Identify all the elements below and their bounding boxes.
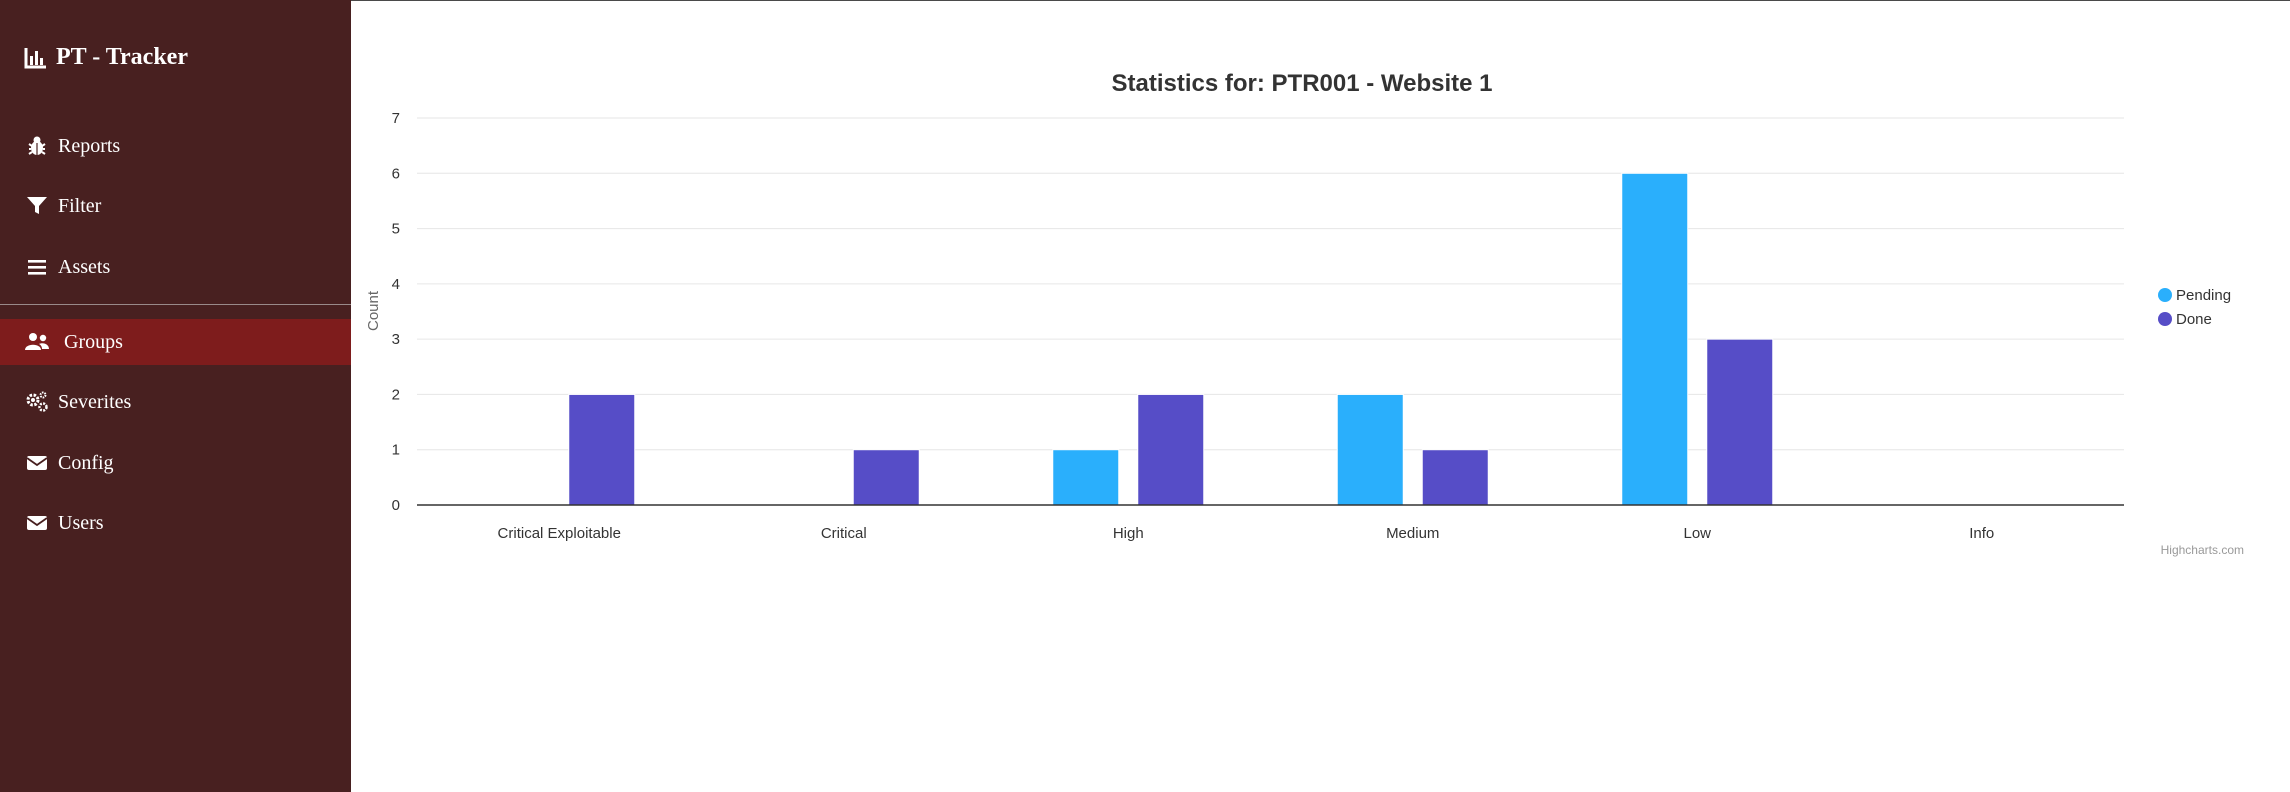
bar-done[interactable] — [1137, 393, 1205, 506]
sidebar-item-reports[interactable]: Reports — [0, 123, 351, 169]
cogs-icon — [24, 391, 50, 413]
sidebar-item-groups[interactable]: Groups — [0, 319, 351, 365]
bar-chart: Statistics for: PTR001 - Website 1 Count… — [365, 70, 2244, 557]
list-icon — [24, 256, 50, 278]
sidebar: PT - Tracker Reports Filter — [0, 0, 351, 792]
y-tick-label: 5 — [392, 221, 400, 238]
sidebar-item-label: Filter — [58, 194, 102, 217]
y-tick-label: 4 — [392, 276, 400, 293]
sidebar-item-label: Reports — [58, 134, 121, 157]
users-icon — [24, 331, 50, 353]
y-tick-label: 3 — [392, 331, 400, 348]
x-tick-label: Low — [1683, 525, 1711, 542]
legend-label: Pending — [2176, 287, 2231, 304]
y-tick-label: 2 — [392, 386, 400, 403]
legend-label: Done — [2176, 311, 2212, 328]
x-tick-label: Critical Exploitable — [498, 525, 621, 542]
x-axis-ticks: Critical Exploitable Critical High Medium Lo… — [498, 525, 1995, 542]
sidebar-item-label: Severites — [58, 390, 132, 413]
brand[interactable]: PT - Tracker — [24, 44, 188, 71]
chart-title: Statistics for: PTR001 - Website 1 — [1112, 70, 1493, 97]
sidebar-divider — [0, 304, 351, 305]
sidebar-item-assets[interactable]: Assets — [0, 244, 351, 290]
y-tick-label: 0 — [392, 497, 400, 514]
highcharts-credits[interactable]: Highcharts.com — [2161, 543, 2244, 557]
legend-item-pending[interactable]: Pending — [2158, 287, 2231, 304]
bar-done[interactable] — [568, 393, 636, 506]
legend-symbol — [2158, 312, 2172, 326]
bug-icon — [24, 135, 50, 157]
x-tick-label: High — [1113, 525, 1144, 542]
envelope-icon — [24, 452, 50, 474]
y-axis-title: Count — [365, 290, 382, 331]
y-axis-ticks: 0 1 2 3 4 5 6 7 — [392, 110, 400, 514]
bar-done[interactable] — [852, 449, 920, 506]
chart-container: Statistics for: PTR001 - Website 1 Count… — [351, 0, 2290, 792]
sidebar-item-label: Users — [58, 511, 104, 534]
x-tick-label: Medium — [1386, 525, 1439, 542]
bars — [568, 172, 1774, 506]
bar-done[interactable] — [1706, 338, 1774, 506]
top-border — [0, 0, 2290, 1]
legend: Pending Done — [2158, 287, 2231, 328]
x-tick-label: Info — [1969, 525, 1994, 542]
filter-icon — [24, 195, 50, 217]
gridlines — [417, 117, 2124, 451]
bar-pending[interactable] — [1336, 393, 1404, 506]
sidebar-item-severites[interactable]: Severites — [0, 379, 351, 425]
sidebar-item-label: Config — [58, 451, 114, 474]
bar-pending[interactable] — [1052, 449, 1120, 506]
sidebar-item-label: Groups — [64, 330, 123, 353]
x-tick-label: Critical — [821, 525, 867, 542]
sidebar-item-users[interactable]: Users — [0, 500, 351, 546]
chart-bar-icon — [24, 47, 48, 69]
sidebar-item-label: Assets — [58, 255, 111, 278]
y-tick-label: 6 — [392, 165, 400, 182]
bar-done[interactable] — [1421, 449, 1489, 506]
legend-symbol — [2158, 288, 2172, 302]
sidebar-item-filter[interactable]: Filter — [0, 183, 351, 229]
bar-pending[interactable] — [1621, 172, 1689, 506]
sidebar-item-config[interactable]: Config — [0, 440, 351, 486]
y-tick-label: 7 — [392, 110, 400, 127]
brand-title: PT - Tracker — [56, 44, 188, 70]
y-tick-label: 1 — [392, 442, 400, 459]
legend-item-done[interactable]: Done — [2158, 311, 2212, 328]
envelope-icon — [24, 512, 50, 534]
